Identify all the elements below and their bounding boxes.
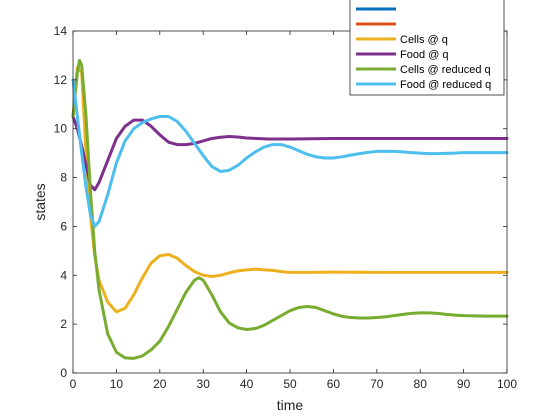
- y-tick-label: 14: [54, 24, 68, 38]
- series-layer: [71, 58, 509, 360]
- y-tick-label: 8: [60, 171, 67, 185]
- y-tick-label: 6: [60, 219, 67, 233]
- y-tick-label: 2: [60, 317, 67, 331]
- y-axis: 0 2 4 6 8 10 12 14: [54, 24, 507, 380]
- x-tick-label: 20: [153, 377, 167, 391]
- x-axis: 0 10 20 30 40 50 60 70 80 90 100: [70, 31, 517, 391]
- legend-entry-2: Cells @ q: [400, 34, 448, 46]
- x-tick-label: 70: [370, 377, 384, 391]
- series-line-4: [71, 58, 509, 360]
- legend: Cells @ q Food @ q Cells @ reduced q Food @…: [349, 0, 505, 96]
- x-tick-label: 60: [327, 377, 341, 391]
- x-axis-label: time: [277, 397, 304, 413]
- series-line-3: [71, 115, 509, 192]
- x-tick-label: 50: [283, 377, 297, 391]
- x-tick-label: 10: [110, 377, 124, 391]
- x-tick-label: 80: [414, 377, 428, 391]
- legend-entry-5: Food @ reduced q: [400, 79, 491, 91]
- y-axis-label: states: [32, 183, 48, 220]
- x-tick-label: 90: [457, 377, 471, 391]
- y-tick-label: 10: [54, 122, 68, 136]
- x-tick-label: 0: [70, 377, 77, 391]
- legend-entry-4: Cells @ reduced q: [400, 64, 491, 76]
- y-tick-label: 0: [60, 366, 67, 380]
- x-tick-label: 40: [240, 377, 254, 391]
- x-tick-label: 30: [197, 377, 211, 391]
- legend-entry-3: Food @ q: [400, 49, 448, 61]
- series-line-5: [71, 78, 509, 228]
- y-tick-label: 12: [54, 73, 68, 87]
- legend-box: [349, 0, 505, 96]
- x-tick-label: 100: [497, 377, 517, 391]
- y-tick-label: 4: [60, 268, 67, 282]
